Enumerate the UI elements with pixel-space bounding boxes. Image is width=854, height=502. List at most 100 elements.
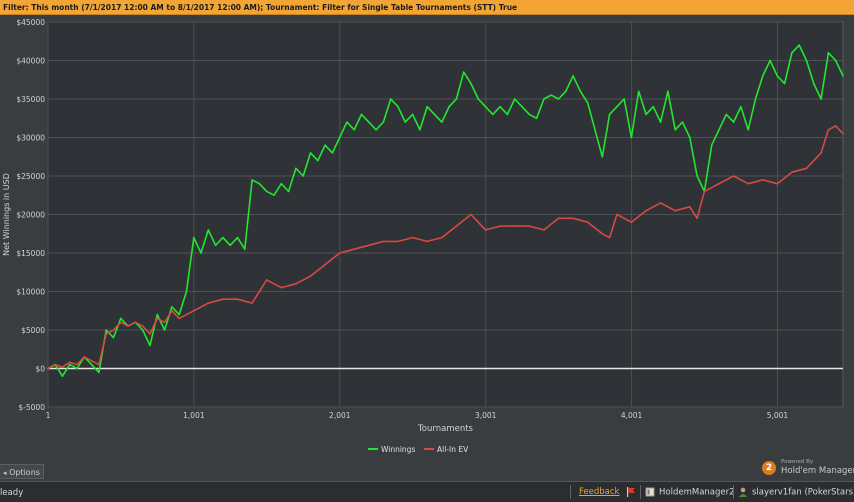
x-tick-label: 4,001 <box>621 411 643 420</box>
feedback-link[interactable]: Feedback <box>579 487 620 497</box>
data-point <box>156 317 159 320</box>
flag-icon[interactable] <box>626 487 640 498</box>
options-bar: ◂ Options <box>0 463 854 481</box>
app-status[interactable]: HoldemManager2 <box>645 487 735 498</box>
options-button[interactable]: ◂ Options <box>0 464 44 479</box>
data-point <box>820 98 822 100</box>
data-point <box>346 121 348 123</box>
legend-label-winnings[interactable]: Winnings <box>381 445 415 454</box>
data-point <box>105 329 108 331</box>
data-point <box>470 82 472 85</box>
data-point <box>659 202 662 204</box>
data-point <box>521 105 523 108</box>
y-tick-label: $30000 <box>16 134 45 143</box>
y-tick-label: $5000 <box>21 326 45 335</box>
data-point <box>747 129 749 131</box>
y-tick-label: $35000 <box>16 95 45 104</box>
data-point <box>543 229 545 231</box>
data-point <box>112 329 115 331</box>
data-point <box>594 129 596 131</box>
data-point <box>798 44 801 46</box>
legend-label-all-in-ev[interactable]: All-In EV <box>437 445 469 454</box>
y-tick-label: $0 <box>35 365 45 374</box>
data-point <box>535 117 538 120</box>
data-point <box>273 194 275 197</box>
data-point <box>171 309 173 312</box>
y-tick-label: $25000 <box>16 172 45 181</box>
user-icon <box>739 487 747 497</box>
data-point <box>725 113 728 116</box>
data-point <box>68 363 71 366</box>
data-point <box>207 302 210 304</box>
data-point <box>696 175 698 177</box>
data-point <box>76 363 78 366</box>
x-tick-label: 1,001 <box>183 411 205 420</box>
data-point <box>185 313 188 316</box>
data-point <box>178 313 180 316</box>
data-point <box>550 94 553 96</box>
data-point <box>484 229 487 231</box>
data-point <box>141 329 144 331</box>
data-point <box>411 236 414 239</box>
data-point <box>353 248 356 250</box>
data-point <box>338 136 341 139</box>
data-point <box>236 298 239 301</box>
data-point <box>185 290 188 293</box>
data-point <box>470 213 472 216</box>
data-point <box>214 244 217 247</box>
data-point <box>645 113 647 116</box>
data-point <box>309 275 312 277</box>
data-point <box>747 182 749 185</box>
data-point <box>813 159 815 162</box>
data-point <box>842 132 844 135</box>
status-separator <box>570 485 571 499</box>
data-point <box>90 363 93 366</box>
data-point <box>842 75 844 77</box>
data-point <box>222 298 224 301</box>
data-point <box>827 52 830 54</box>
data-point <box>149 344 151 347</box>
data-point <box>324 263 326 266</box>
x-axis-label: Tournaments <box>417 424 474 434</box>
data-point <box>506 113 509 116</box>
x-tick-label: 5,001 <box>767 411 789 420</box>
data-point <box>703 190 706 193</box>
data-point <box>557 217 560 220</box>
data-point <box>572 75 574 77</box>
brand-name: Hold'em Manager <box>781 466 854 476</box>
data-point <box>127 325 129 327</box>
data-point <box>295 283 297 285</box>
data-point <box>623 98 625 100</box>
data-point <box>484 105 487 108</box>
user-label: slayerv1fan (PokerStars) <box>752 487 854 498</box>
data-point <box>805 59 808 62</box>
status-text: leady <box>0 488 24 498</box>
data-point <box>513 225 516 227</box>
data-point <box>90 360 93 362</box>
status-separator <box>640 485 641 499</box>
data-point <box>791 171 793 173</box>
data-point <box>192 236 195 239</box>
data-point <box>718 129 720 131</box>
data-point <box>68 361 71 364</box>
data-point <box>353 129 356 131</box>
data-point <box>710 144 713 146</box>
data-point <box>76 367 78 370</box>
user-status[interactable]: slayerv1fan (PokerStars) <box>738 487 854 498</box>
data-point <box>689 206 691 208</box>
y-axis-label: Net Winnings in USD <box>2 173 11 256</box>
data-point <box>718 182 720 185</box>
y-tick-label: $-5000 <box>18 403 45 412</box>
data-point <box>54 363 56 366</box>
data-point <box>331 152 334 154</box>
data-point <box>630 136 633 139</box>
data-point <box>462 71 465 73</box>
data-point <box>397 105 399 108</box>
data-point <box>740 105 742 108</box>
data-point <box>309 152 312 154</box>
data-point <box>659 121 662 123</box>
data-point <box>302 175 304 177</box>
data-point <box>499 225 501 227</box>
x-tick-label: 2,001 <box>329 411 351 420</box>
data-point <box>222 236 224 239</box>
